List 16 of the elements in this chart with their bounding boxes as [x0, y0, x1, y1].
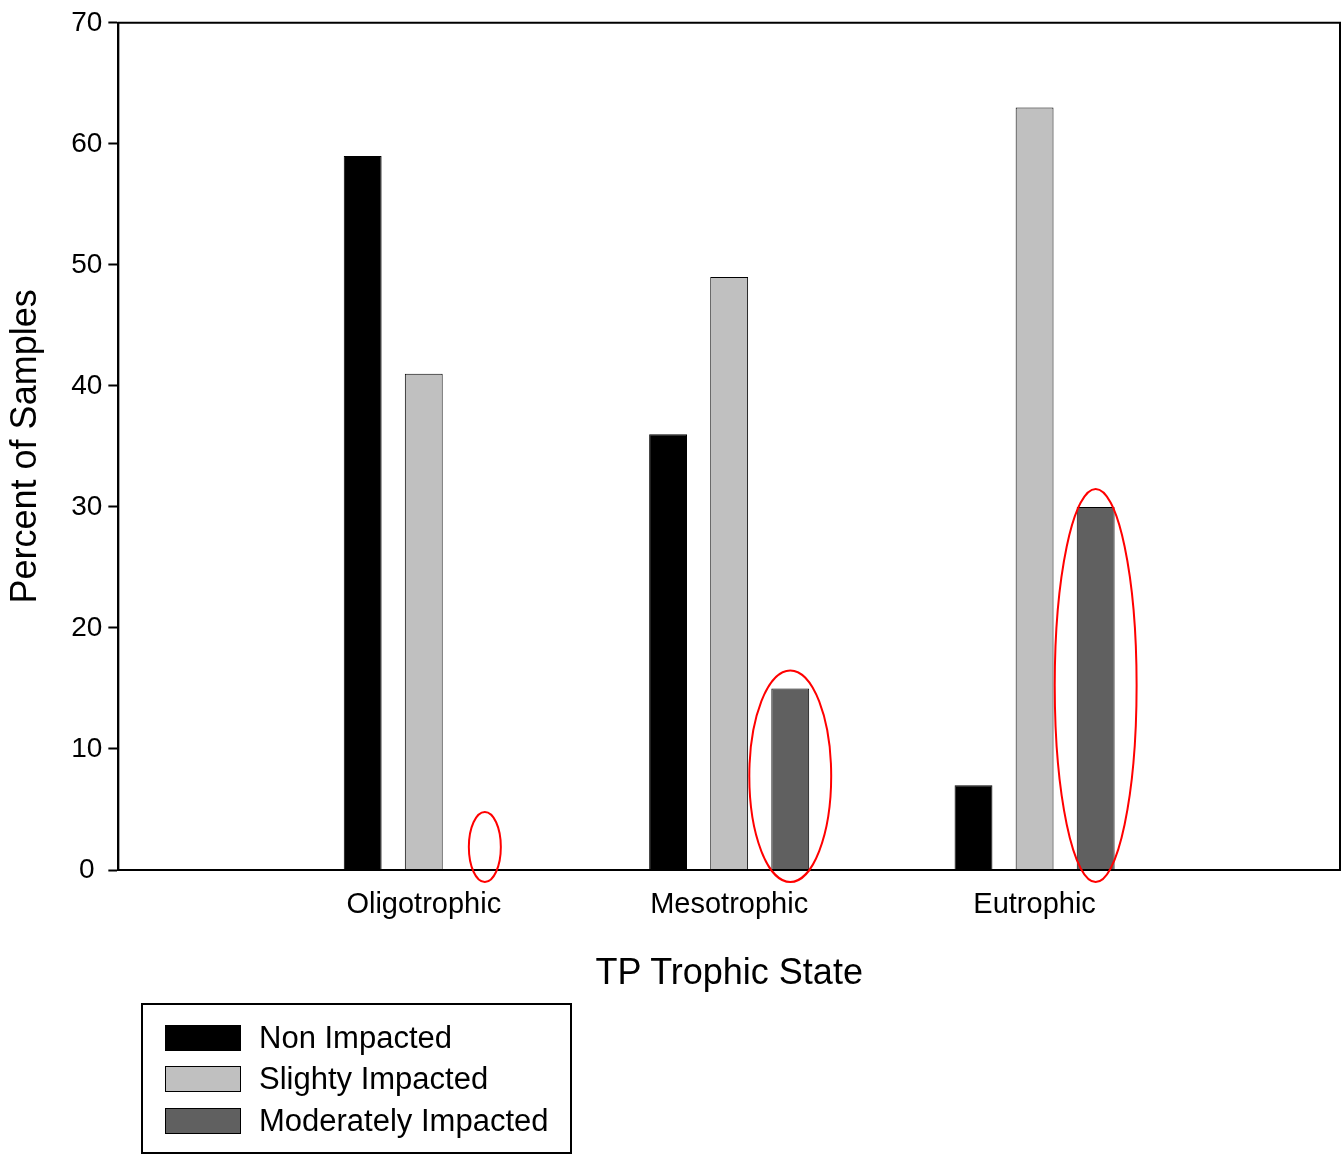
- y-tick-label: 10: [71, 731, 103, 763]
- y-tick-label: 70: [71, 5, 103, 37]
- legend-label: Moderately Impacted: [259, 1102, 549, 1139]
- x-tick-label: Eutrophic: [973, 887, 1096, 920]
- y-tick-label: 0: [78, 852, 95, 884]
- y-tick-label: 60: [71, 126, 103, 158]
- legend-label: Non Impacted: [259, 1019, 452, 1056]
- y-tick-label: 20: [71, 610, 103, 642]
- y-tick-label: 30: [71, 489, 103, 521]
- x-tick-label: Mesotrophic: [650, 887, 809, 920]
- x-axis-title: TP Trophic State: [595, 951, 863, 993]
- y-axis-title: Percent of Samples: [2, 289, 44, 604]
- y-tick-label: 50: [71, 247, 103, 279]
- y-tick-label: 40: [71, 368, 103, 400]
- x-tick-label: Oligotrophic: [346, 887, 502, 920]
- legend-label: Slighty Impacted: [259, 1061, 489, 1098]
